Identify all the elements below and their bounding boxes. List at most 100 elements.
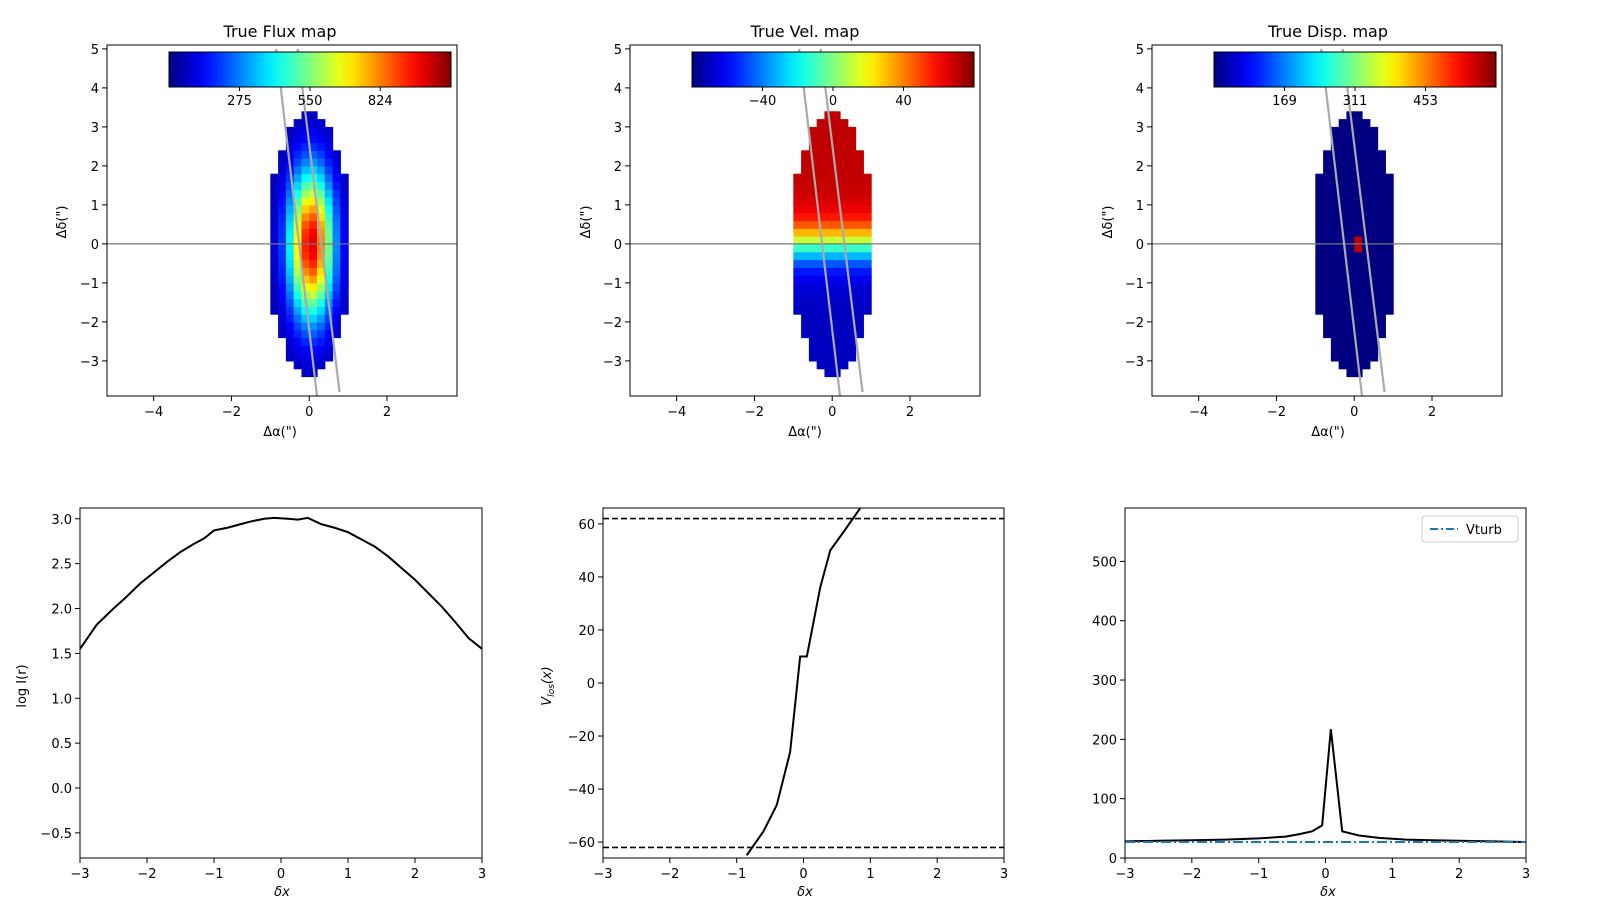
map-pixel bbox=[808, 204, 818, 214]
x-tick-label: −2 bbox=[660, 867, 679, 882]
map-pixel bbox=[332, 197, 341, 206]
map-pixel bbox=[293, 126, 303, 136]
map-pixel bbox=[324, 150, 334, 159]
map-pixel bbox=[793, 298, 802, 307]
map-pixel bbox=[824, 126, 833, 136]
map-pixel bbox=[285, 150, 295, 159]
map-pixel bbox=[285, 259, 295, 268]
map-pixel bbox=[824, 212, 833, 222]
map-pixel bbox=[1362, 212, 1371, 222]
map-pixel bbox=[801, 329, 810, 339]
axes-frame bbox=[1124, 507, 1527, 859]
map-pixel bbox=[832, 142, 841, 151]
map-pixel bbox=[317, 212, 326, 222]
map-pixel bbox=[309, 220, 318, 229]
map-pixel bbox=[270, 204, 279, 214]
map-pixel bbox=[301, 345, 310, 354]
map-pixel bbox=[1346, 267, 1355, 276]
map-pixel bbox=[1377, 251, 1386, 261]
map-pixel bbox=[285, 275, 295, 284]
map-pixel bbox=[793, 236, 802, 245]
map-pixel bbox=[1354, 228, 1363, 237]
map-pixel bbox=[855, 228, 864, 237]
map-pixel bbox=[317, 314, 326, 323]
x-axis-label: δx bbox=[797, 885, 813, 900]
map-pixel bbox=[1330, 212, 1340, 222]
map-pixel bbox=[1338, 345, 1348, 354]
map-pixel bbox=[278, 181, 287, 190]
map-pixel bbox=[816, 126, 826, 136]
map-pixel bbox=[1338, 298, 1348, 307]
map-pixel bbox=[801, 236, 810, 245]
map-pixel bbox=[301, 368, 310, 378]
map-pixel bbox=[855, 189, 864, 198]
map-pixel bbox=[847, 142, 857, 151]
map-pixel bbox=[1346, 181, 1355, 190]
colorbar-tick-label: −40 bbox=[749, 94, 776, 109]
map-pixel bbox=[293, 267, 303, 276]
map-pixel bbox=[301, 142, 310, 151]
map-pixel bbox=[832, 158, 841, 167]
map-pixel bbox=[824, 134, 833, 144]
map-pixel bbox=[317, 345, 326, 354]
map-pixel bbox=[1354, 345, 1363, 354]
colorbar: −40 0 40 bbox=[691, 51, 975, 109]
map-pixel bbox=[301, 220, 310, 229]
map-pixel bbox=[816, 345, 826, 354]
map-pixel bbox=[808, 173, 818, 183]
map-pixel bbox=[1315, 298, 1324, 307]
series-group bbox=[1125, 729, 1526, 843]
map-pixel bbox=[1369, 189, 1379, 198]
map-pixel bbox=[824, 189, 833, 198]
map-pixel bbox=[840, 360, 849, 370]
map-pixel bbox=[1323, 236, 1332, 245]
map-pixel bbox=[863, 228, 872, 237]
map-pixel bbox=[309, 282, 318, 292]
map-pixel bbox=[1354, 204, 1363, 214]
map-pixel bbox=[1315, 236, 1324, 245]
map-pixel bbox=[1362, 204, 1371, 214]
map-pixel bbox=[1362, 282, 1371, 292]
map-pixel bbox=[1338, 150, 1348, 159]
map-pixel bbox=[793, 290, 802, 300]
map-pixel bbox=[293, 204, 303, 214]
x-tick-label: 2 bbox=[906, 405, 914, 420]
map-pixel bbox=[1323, 282, 1332, 292]
y-tick-label: −60 bbox=[568, 836, 595, 851]
map-pixel bbox=[816, 275, 826, 284]
map-pixel bbox=[832, 337, 841, 346]
y-tick-label: −3 bbox=[1125, 355, 1144, 370]
map-pixel bbox=[1323, 189, 1332, 198]
map-pixel bbox=[340, 243, 349, 253]
map-pixel bbox=[1323, 321, 1332, 331]
map-pixel bbox=[832, 119, 841, 128]
map-pixel bbox=[863, 306, 872, 315]
map-pixel bbox=[278, 212, 287, 222]
map-pixel bbox=[832, 236, 841, 245]
map-pixel bbox=[309, 236, 318, 245]
map-pixel bbox=[863, 197, 872, 206]
map-pixel bbox=[278, 243, 287, 253]
x-tick-label: 1 bbox=[1388, 867, 1396, 882]
map-pixel bbox=[847, 345, 857, 354]
map-pixel bbox=[1354, 275, 1363, 284]
map-pixel bbox=[324, 345, 334, 354]
map-pixel bbox=[840, 142, 849, 151]
map-pixel bbox=[816, 314, 826, 323]
x-axis-label: Δα(") bbox=[788, 425, 822, 440]
map-pixel bbox=[1377, 282, 1386, 292]
map-pixel bbox=[801, 220, 810, 229]
map-pixel bbox=[293, 251, 303, 261]
map-pixel bbox=[1330, 189, 1340, 198]
series-line bbox=[745, 508, 862, 856]
map-pixel bbox=[293, 329, 303, 339]
map-pixel bbox=[1330, 345, 1340, 354]
map-pixel bbox=[816, 142, 826, 151]
map-pixel bbox=[832, 282, 841, 292]
map-pixel bbox=[340, 267, 349, 276]
map-pixel bbox=[1385, 243, 1394, 253]
map-pixel bbox=[301, 204, 310, 214]
map-pixel bbox=[832, 228, 841, 237]
map-pixel bbox=[1362, 290, 1371, 300]
map-pixel bbox=[808, 251, 818, 261]
